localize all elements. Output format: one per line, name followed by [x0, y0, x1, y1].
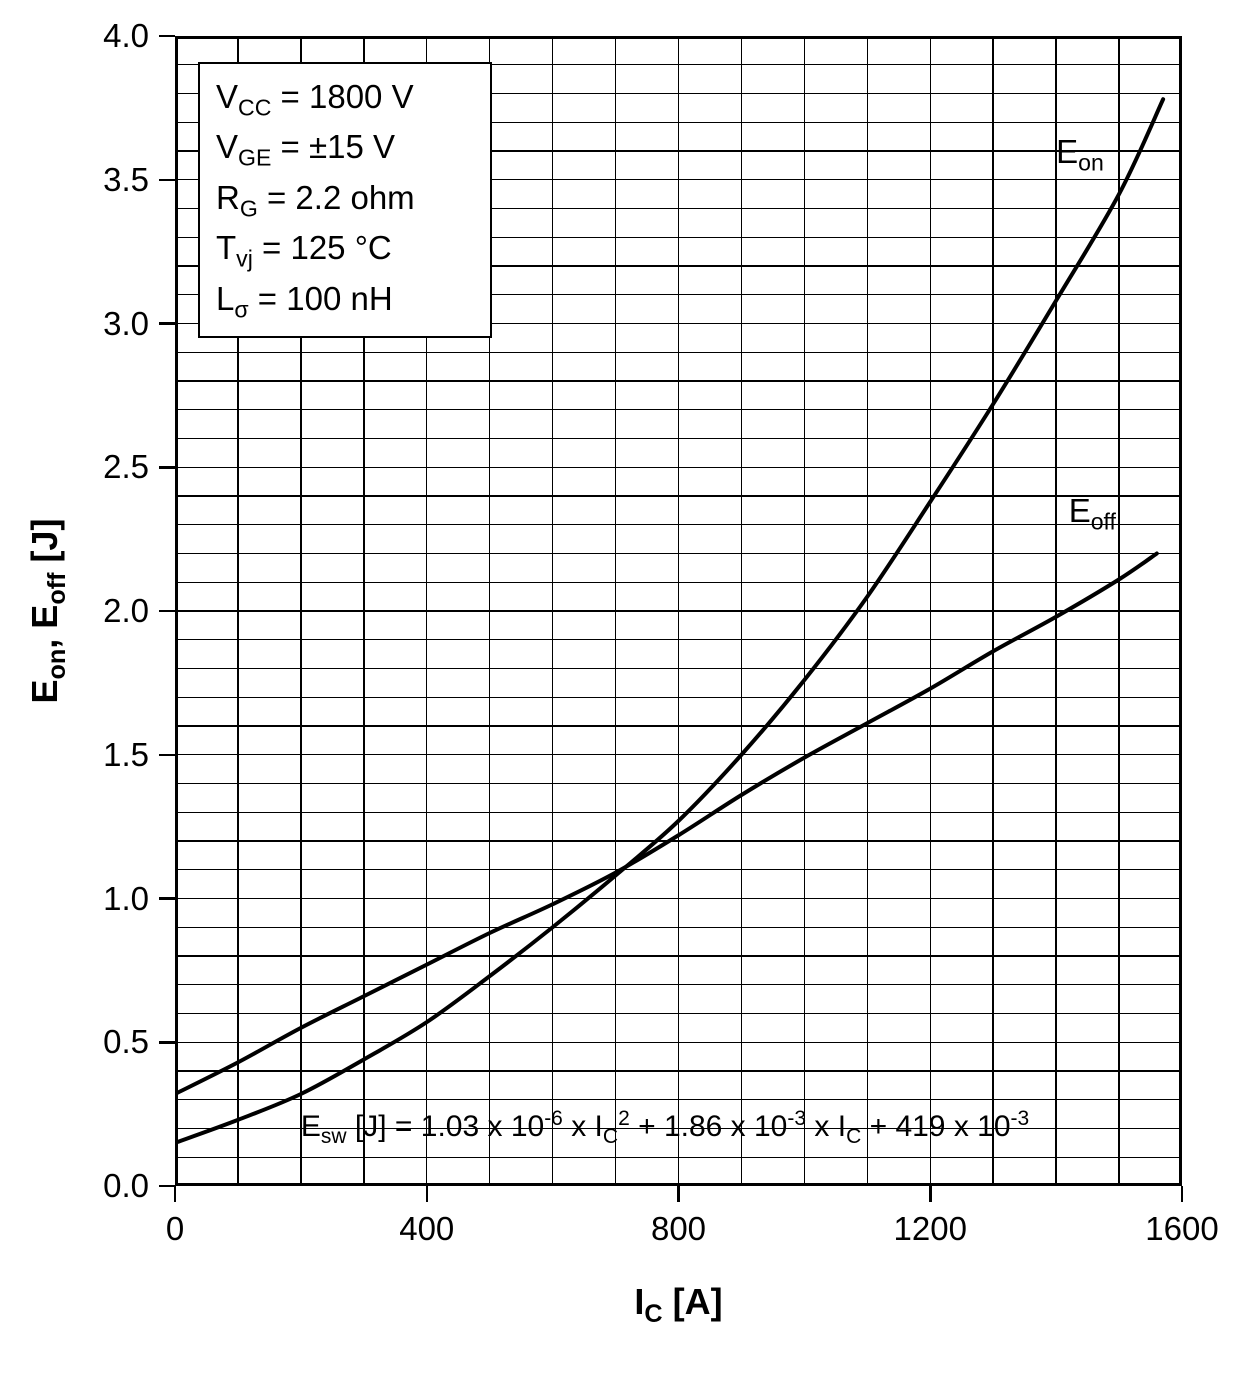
parameters-box: VCC = 1800 VVGE = ±15 VRG = 2.2 ohmTvj =…	[198, 62, 492, 338]
formula-text: Esw [J] = 1.03 x 10-6 x IC2 + 1.86 x 10-…	[301, 1107, 1029, 1149]
parameters-line: VCC = 1800 V	[216, 74, 474, 124]
parameters-line: Tvj = 125 °C	[216, 225, 474, 275]
series-label-E_off: Eoff	[1069, 492, 1116, 536]
curves-svg	[0, 0, 1240, 1387]
parameters-line: Lσ = 100 nH	[216, 276, 474, 326]
series-E_off	[175, 554, 1157, 1095]
parameters-line: RG = 2.2 ohm	[216, 175, 474, 225]
parameters-line: VGE = ±15 V	[216, 124, 474, 174]
switching-energy-chart: 0400800120016000.00.51.01.52.02.53.03.54…	[0, 0, 1240, 1387]
series-label-E_on: Eon	[1056, 133, 1104, 177]
